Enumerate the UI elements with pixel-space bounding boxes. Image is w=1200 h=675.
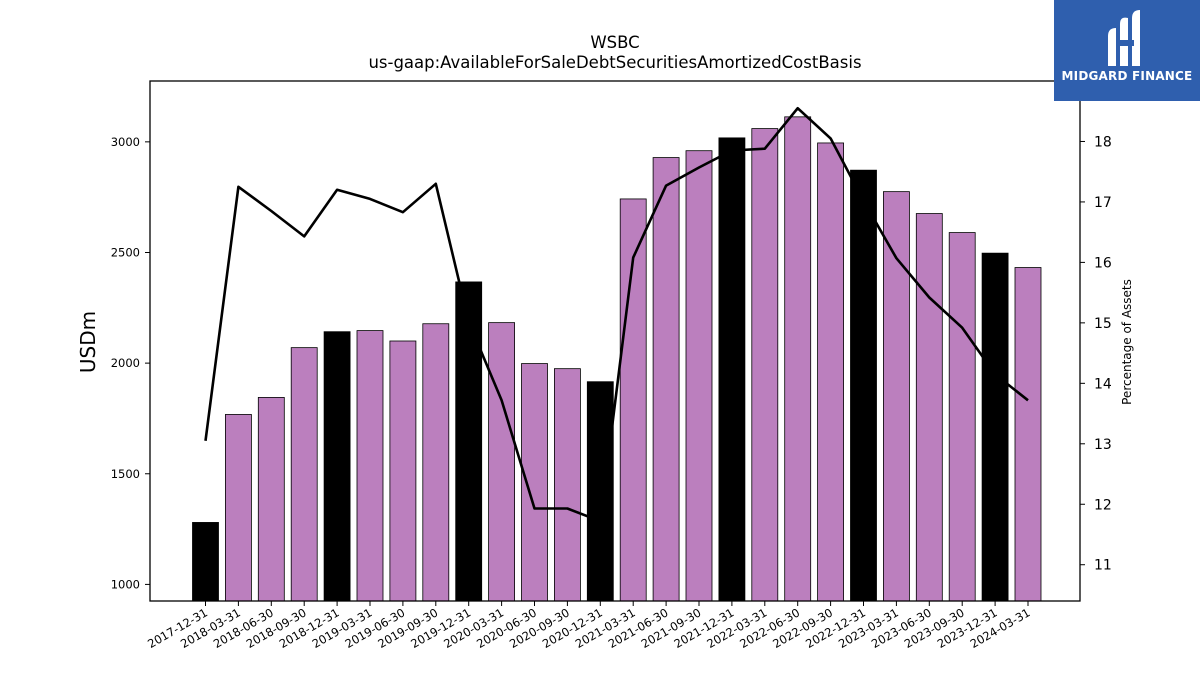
chart-subtitle: us-gaap:AvailableForSaleDebtSecuritiesAm… bbox=[368, 53, 861, 72]
bar-2020-12-31 bbox=[586, 381, 614, 602]
y-tick-label: 3000 bbox=[111, 135, 140, 149]
bar-2020-09-30 bbox=[554, 368, 581, 602]
bar-2017-12-31 bbox=[192, 522, 219, 602]
bar-2021-09-30 bbox=[685, 150, 713, 602]
y-tick-label: 1000 bbox=[111, 577, 140, 591]
bar-2021-06-30 bbox=[652, 157, 680, 602]
bar-2019-12-31 bbox=[455, 281, 483, 602]
chart-title: WSBC bbox=[590, 33, 639, 52]
bar-2022-03-31 bbox=[751, 128, 779, 602]
y-axis-label: USDm bbox=[76, 311, 100, 373]
y2-tick-label: 14 bbox=[1094, 376, 1112, 392]
y2-tick-label: 15 bbox=[1094, 316, 1112, 332]
y2-tick-label: 12 bbox=[1094, 497, 1112, 513]
bar-2024-03-31 bbox=[1014, 267, 1042, 602]
percentage-line-group bbox=[204, 106, 1029, 523]
bar-2021-12-31 bbox=[718, 137, 746, 602]
y-tick-label: 1500 bbox=[111, 467, 140, 481]
bar-2022-06-30 bbox=[784, 116, 812, 602]
bar-2018-09-30 bbox=[290, 347, 318, 602]
plot-frame bbox=[149, 80, 1081, 602]
y2-tick-label: 16 bbox=[1094, 255, 1112, 271]
bar-2023-12-31 bbox=[981, 252, 1009, 602]
percentage-line bbox=[204, 106, 1029, 523]
midgard-logo-icon bbox=[1108, 10, 1140, 67]
y2-tick-label: 13 bbox=[1094, 437, 1112, 453]
midgard-logo: MIDGARD FINANCE bbox=[1054, 0, 1200, 101]
bar-2020-03-31 bbox=[488, 322, 516, 602]
y2-axis-label: Percentage of Assets bbox=[1120, 279, 1134, 405]
bar-2023-03-31 bbox=[883, 191, 910, 602]
bar-2018-06-30 bbox=[257, 397, 285, 602]
bar-2019-09-30 bbox=[422, 323, 450, 602]
bar-2023-09-30 bbox=[948, 232, 976, 602]
bar-2022-09-30 bbox=[817, 142, 844, 602]
bar-2022-12-31 bbox=[850, 169, 877, 602]
bar-2023-06-30 bbox=[915, 213, 943, 602]
y2-tick-label: 17 bbox=[1094, 195, 1112, 211]
y-tick-label: 2500 bbox=[111, 245, 140, 259]
bars-group bbox=[192, 116, 1042, 602]
bar-2019-06-30 bbox=[389, 340, 417, 602]
bar-2018-12-31 bbox=[323, 331, 351, 602]
logo-text: MIDGARD FINANCE bbox=[1061, 69, 1193, 83]
bar-2019-03-31 bbox=[356, 330, 384, 602]
y-tick-label: 2000 bbox=[111, 356, 140, 370]
bar-2018-03-31 bbox=[224, 414, 252, 602]
y2-tick-label: 18 bbox=[1094, 134, 1112, 150]
y2-tick-label: 11 bbox=[1094, 558, 1112, 574]
